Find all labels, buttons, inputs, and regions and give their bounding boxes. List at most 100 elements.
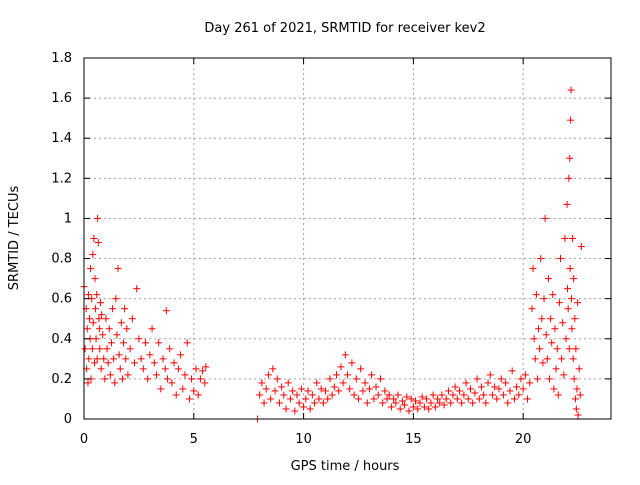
data-point <box>115 351 123 359</box>
data-point <box>531 355 539 363</box>
data-point <box>484 379 492 387</box>
data-point <box>185 395 193 403</box>
data-point <box>379 399 387 407</box>
data-point <box>577 243 585 251</box>
plot-frame <box>83 57 612 420</box>
data-point <box>460 391 468 399</box>
data-point <box>548 339 556 347</box>
data-point <box>94 214 102 222</box>
data-point <box>370 395 378 403</box>
data-point <box>315 395 323 403</box>
data-point <box>291 407 299 415</box>
data-point <box>85 315 93 323</box>
y-axis-title: SRMTID / TECUs <box>7 186 22 291</box>
data-point <box>407 395 415 403</box>
data-point <box>513 383 521 391</box>
data-point <box>172 391 180 399</box>
data-point <box>471 389 479 397</box>
data-point <box>83 325 91 333</box>
data-point <box>480 391 488 399</box>
data-point <box>196 375 204 383</box>
y-tick-label: 0.2 <box>51 372 72 387</box>
data-point <box>128 315 136 323</box>
data-point <box>328 391 336 399</box>
data-point <box>183 339 191 347</box>
data-point <box>293 391 301 399</box>
data-point <box>89 319 97 327</box>
data-point <box>517 375 525 383</box>
data-point <box>337 363 345 371</box>
data-point <box>103 345 111 353</box>
data-point <box>262 385 270 393</box>
data-point <box>493 395 501 403</box>
data-point <box>93 355 101 363</box>
data-point <box>286 395 294 403</box>
data-point <box>326 375 334 383</box>
data-point <box>131 359 139 367</box>
data-point <box>168 379 176 387</box>
data-point <box>91 359 99 367</box>
data-point <box>420 403 428 411</box>
data-point <box>339 379 347 387</box>
data-point <box>565 174 573 182</box>
data-point <box>482 399 490 407</box>
data-point <box>344 371 351 379</box>
data-point <box>155 339 163 347</box>
data-point <box>112 295 120 303</box>
data-point <box>396 405 404 413</box>
data-point <box>477 383 485 391</box>
data-point <box>495 385 503 393</box>
data-point <box>440 401 448 409</box>
data-point <box>319 399 327 407</box>
data-point <box>401 401 409 409</box>
data-point <box>405 407 413 415</box>
data-point <box>409 403 417 411</box>
data-point <box>412 397 420 405</box>
data-point <box>202 363 210 371</box>
data-point <box>541 214 549 222</box>
x-tick-label: 15 <box>405 432 422 447</box>
data-point <box>427 399 435 407</box>
data-point <box>126 345 134 353</box>
data-point <box>537 255 545 263</box>
data-point <box>199 367 207 375</box>
data-point <box>107 339 115 347</box>
chart-title: Day 261 of 2021, SRMTID for receiver kev… <box>204 21 485 36</box>
data-point <box>519 385 527 393</box>
data-point <box>317 385 325 393</box>
data-point <box>566 154 574 162</box>
x-tick-label: 20 <box>515 432 532 447</box>
data-point <box>348 359 356 367</box>
data-point <box>575 365 583 373</box>
data-point <box>157 385 165 393</box>
data-point <box>394 391 402 399</box>
data-point <box>106 371 114 379</box>
y-tick-label: 1.2 <box>51 171 72 186</box>
data-point <box>350 391 358 399</box>
data-point <box>418 393 426 401</box>
data-point <box>117 319 125 327</box>
data-point <box>521 371 529 379</box>
data-point <box>538 315 546 323</box>
y-tick-label: 0.4 <box>51 332 72 347</box>
data-point <box>565 345 573 353</box>
data-point <box>133 285 141 293</box>
data-point <box>357 365 365 373</box>
data-point <box>109 305 117 313</box>
data-point <box>304 387 312 395</box>
data-point <box>166 345 174 353</box>
data-point <box>92 335 100 343</box>
data-point <box>97 365 105 373</box>
data-point <box>504 399 512 407</box>
data-point <box>526 379 534 387</box>
data-point <box>161 365 169 373</box>
data-point <box>570 375 578 383</box>
data-point <box>102 315 110 323</box>
data-point <box>324 395 332 403</box>
data-point <box>383 395 391 403</box>
data-point <box>89 251 97 259</box>
data-point <box>564 305 572 313</box>
data-point <box>258 379 266 387</box>
data-point <box>543 355 551 363</box>
data-point <box>567 295 575 303</box>
